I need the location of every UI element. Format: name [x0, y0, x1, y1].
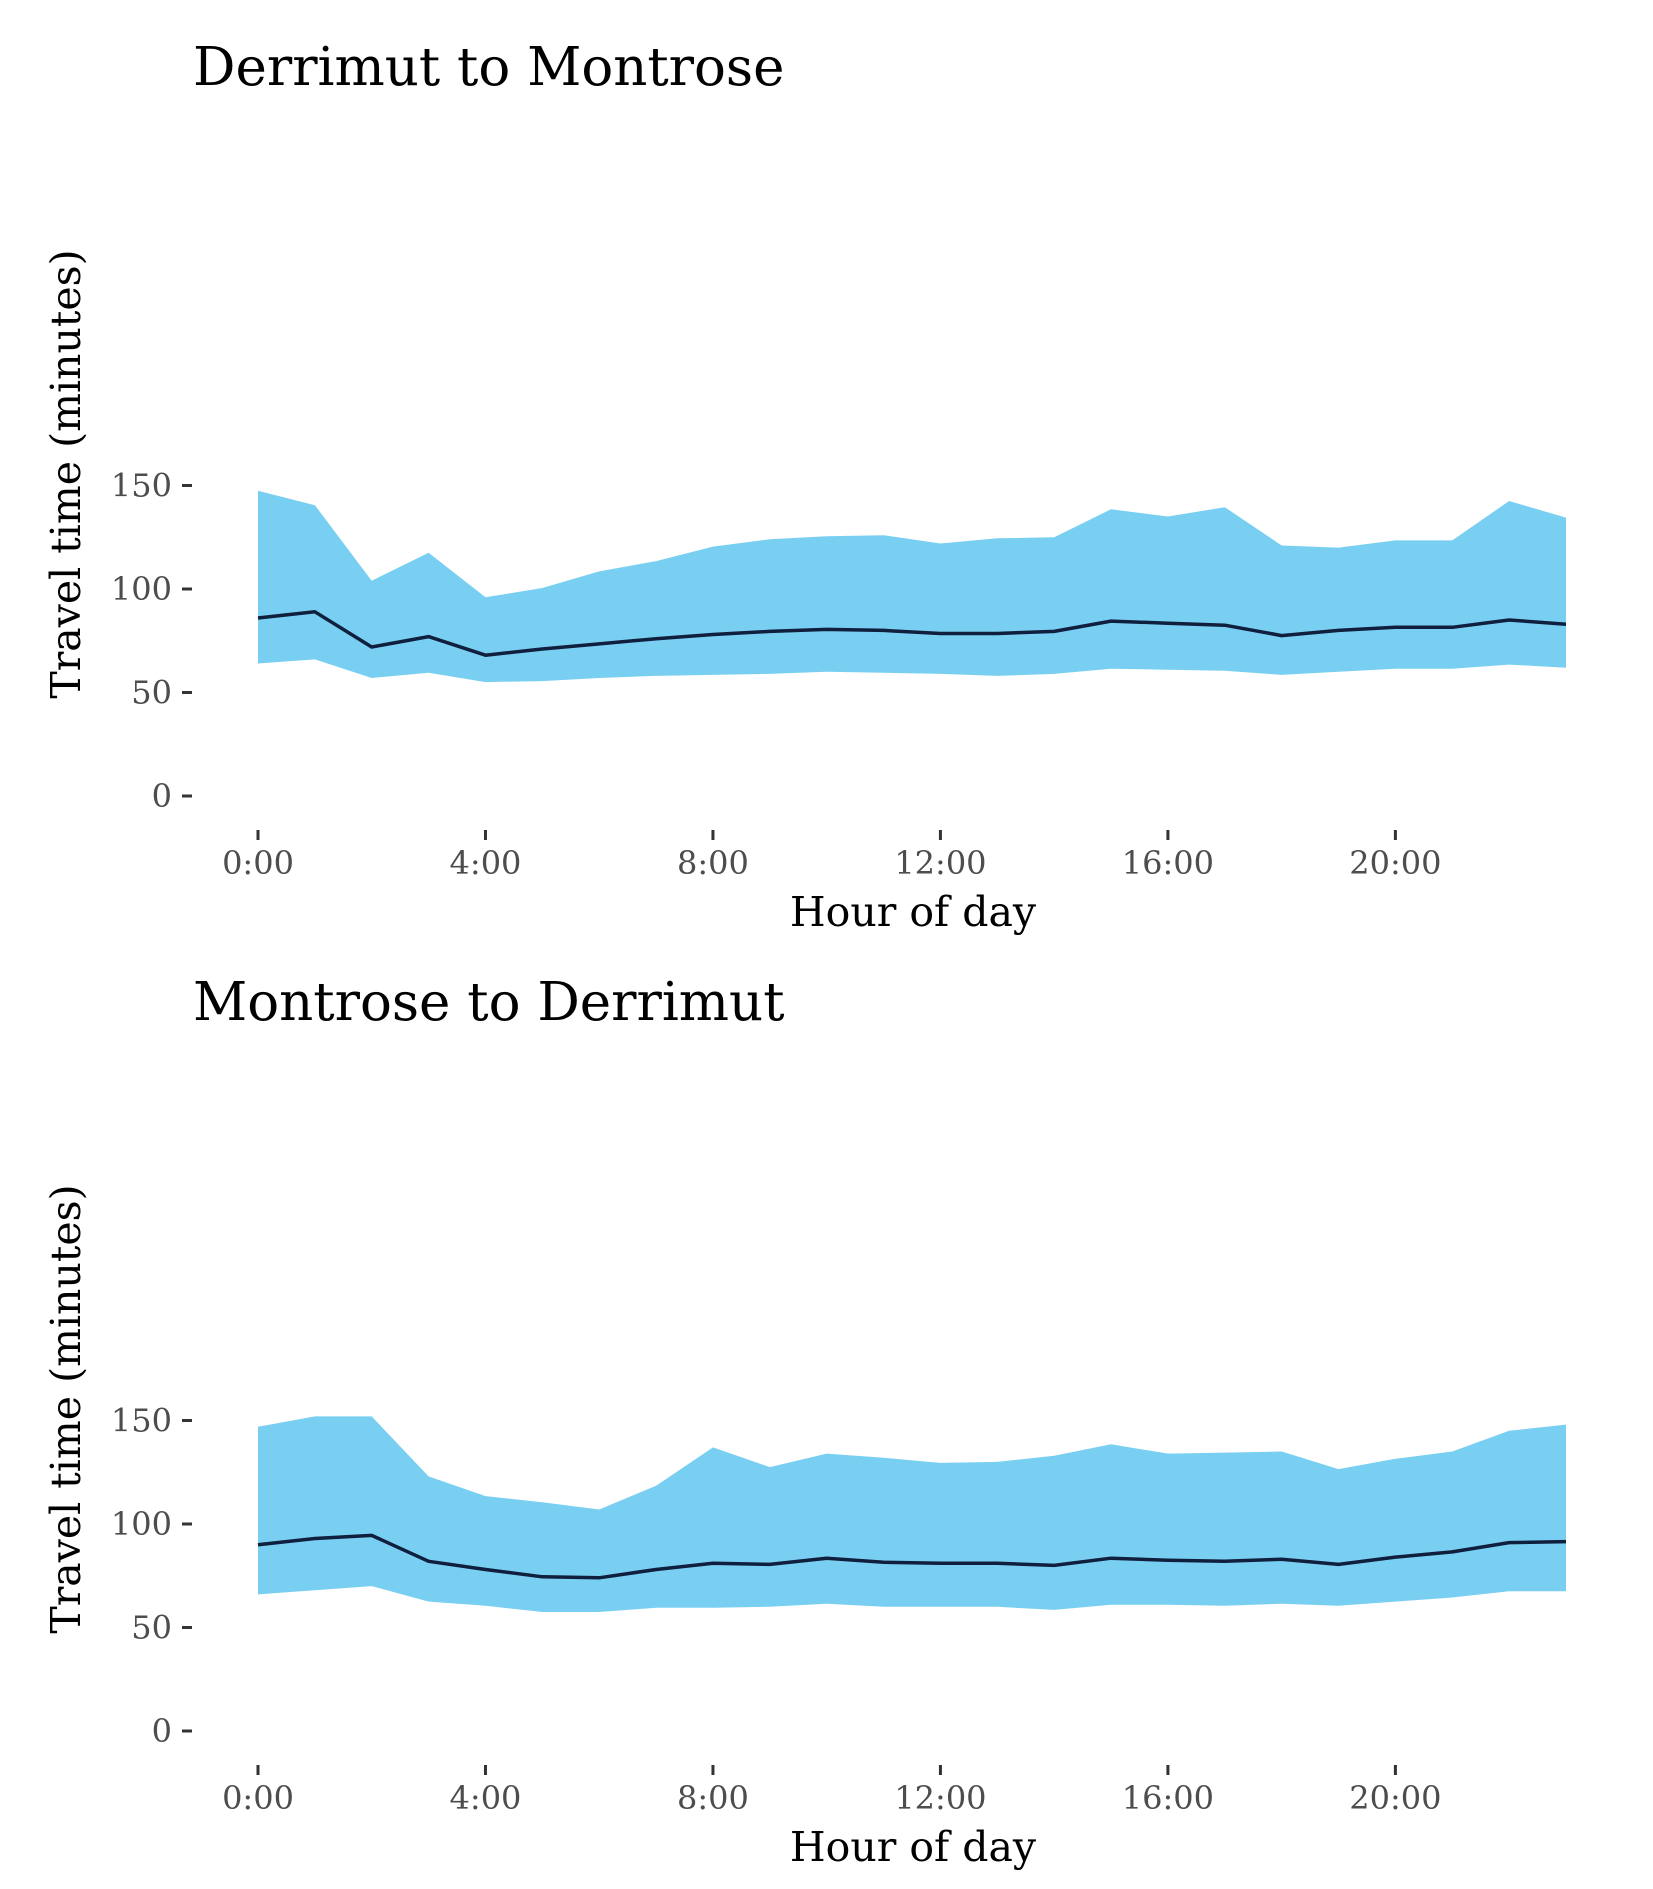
x-axis-label: Hour of day: [790, 888, 1037, 936]
x-tick-label: 12:00: [894, 1779, 986, 1817]
y-tick-label: 100: [111, 1505, 172, 1543]
x-tick-label: 12:00: [894, 844, 986, 882]
range-band: [258, 1416, 1566, 1612]
median-line: [257, 610, 1567, 657]
x-tick-label: 8:00: [677, 844, 749, 882]
x-tick-label: 0:00: [222, 1779, 294, 1817]
x-tick-label: 16:00: [1122, 1779, 1214, 1817]
y-axis-label: Travel time (minutes): [42, 1184, 90, 1633]
chart-title: Derrimut to Montrose: [193, 37, 785, 98]
y-tick-label: 50: [131, 674, 172, 712]
x-axis-label: Hour of day: [790, 1823, 1037, 1871]
chart-panel-derrimut-to-montrose: Derrimut to Montrose 0 50 100 150 0:00 4:00 8:…: [42, 37, 1567, 936]
plot-area: 0 50 100 150 0:00 4:00 8:00 12:00 16:00 20:00: [111, 1402, 1567, 1817]
y-tick-label: 100: [111, 570, 172, 608]
x-tick-label: 20:00: [1349, 1779, 1441, 1817]
y-tick-label: 150: [111, 1402, 172, 1440]
chart-title: Montrose to Derrimut: [193, 972, 785, 1033]
plot-area: 0 50 100 150 0:00 4:00 8:00 12:00 16:00 20:00: [111, 467, 1567, 882]
y-tick-label: 0: [152, 777, 172, 815]
x-tick-label: 0:00: [222, 844, 294, 882]
x-tick-label: 20:00: [1349, 844, 1441, 882]
median-line: [257, 1533, 1567, 1580]
x-tick-label: 16:00: [1122, 844, 1214, 882]
y-tick-label: 150: [111, 467, 172, 505]
y-tick-label: 50: [131, 1609, 172, 1647]
x-tick-label: 4:00: [450, 1779, 522, 1817]
chart-panel-montrose-to-derrimut: Montrose to Derrimut 0 50 100 150 0:00 4:00 8:…: [42, 972, 1567, 1871]
y-axis-label: Travel time (minutes): [42, 249, 90, 698]
y-tick-label: 0: [152, 1712, 172, 1750]
range-band: [258, 490, 1566, 683]
x-tick-label: 8:00: [677, 1779, 749, 1817]
x-tick-label: 4:00: [450, 844, 522, 882]
